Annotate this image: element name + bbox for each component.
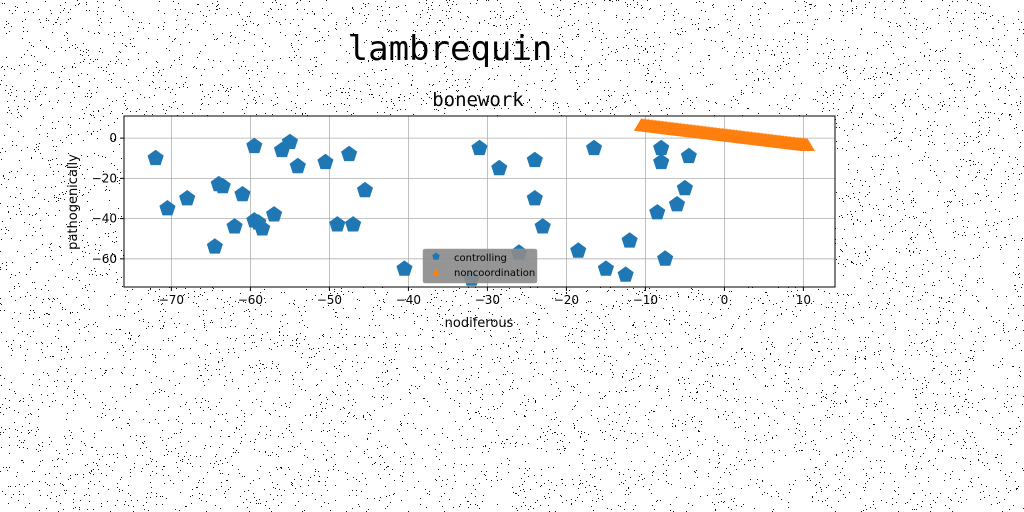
point-controlling [234, 186, 251, 202]
point-controlling [676, 179, 693, 196]
point-controlling [356, 181, 373, 198]
point-controlling [597, 260, 614, 276]
x-tick-label: −20 [554, 293, 579, 307]
point-controlling [206, 238, 223, 254]
x-axis-label: nodiferous [445, 316, 514, 331]
point-controlling [657, 250, 674, 266]
x-tick-label: −10 [633, 293, 658, 307]
point-controlling [254, 220, 271, 236]
point-controlling [281, 133, 298, 149]
point-controlling [653, 139, 670, 156]
point-controlling [491, 159, 508, 176]
chart-title: bonework [432, 89, 524, 111]
point-controlling [289, 157, 306, 174]
y-tick-label: −40 [92, 212, 117, 226]
y-tick-label: −60 [92, 252, 117, 266]
legend-label-noncoordination: noncoordination [454, 268, 535, 279]
point-controlling [179, 190, 196, 206]
point-controlling [266, 206, 283, 222]
point-controlling [317, 153, 334, 170]
chart-suptitle: lambrequin [348, 29, 553, 69]
point-controlling [570, 242, 587, 258]
point-noncoordination [799, 138, 815, 151]
point-controlling [246, 137, 263, 154]
point-controlling [526, 190, 543, 206]
point-controlling [471, 139, 488, 156]
point-controlling [649, 204, 666, 220]
x-tick-label: −40 [396, 293, 421, 307]
point-controlling [159, 200, 176, 216]
legend-marker-noncoordination [432, 268, 440, 276]
point-controlling [534, 218, 551, 234]
point-controlling [526, 151, 543, 168]
plot-frame [123, 115, 836, 288]
legend-marker-controlling [432, 252, 440, 260]
legend: controlling noncoordination [422, 248, 538, 284]
y-tick-label: 0 [109, 131, 117, 145]
x-tick-label: −60 [238, 293, 263, 307]
x-tick-label: −50 [317, 293, 342, 307]
y-axis-label: pathogenically [66, 154, 81, 250]
x-axis-ticks: −70 −60 −50 −40 −30 −20 −10 0 10 [159, 287, 811, 307]
point-controlling [621, 232, 638, 248]
point-controlling [668, 196, 686, 212]
y-axis-ticks: 0 −20 −40 −60 [92, 131, 124, 266]
point-controlling [214, 177, 231, 194]
series-controlling [147, 133, 697, 286]
point-controlling [396, 260, 413, 276]
y-tick-label: −20 [92, 171, 117, 185]
x-tick-label: −70 [159, 293, 184, 307]
point-controlling [653, 153, 670, 170]
x-tick-label: −30 [475, 293, 500, 307]
point-controlling [329, 216, 346, 232]
point-controlling [226, 218, 243, 234]
series-noncoordination [633, 118, 815, 151]
point-controlling [680, 147, 697, 164]
x-tick-label: 0 [721, 293, 729, 307]
x-tick-label: 10 [796, 293, 811, 307]
point-controlling [617, 266, 634, 282]
legend-box [422, 248, 538, 284]
point-controlling [341, 145, 358, 162]
legend-label-controlling: controlling [454, 253, 507, 264]
point-controlling [345, 216, 362, 232]
point-controlling [147, 149, 164, 166]
point-controlling [586, 139, 603, 156]
